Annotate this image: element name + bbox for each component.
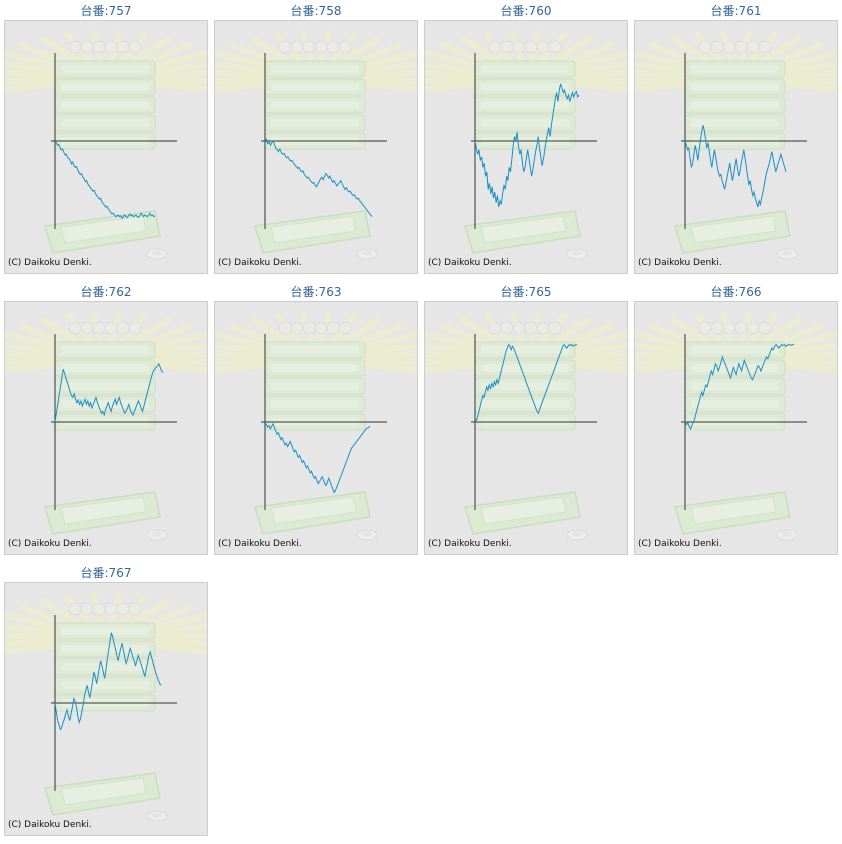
chart-cell: 台番:762 (C) Daikoku Denki.: [4, 281, 208, 557]
copyright-label: (C) Daikoku Denki.: [8, 820, 92, 830]
chart-title[interactable]: 台番:761: [710, 4, 762, 18]
series-line: [264, 138, 373, 218]
chart-panel: (C) Daikoku Denki.: [214, 20, 418, 274]
chart-panel: (C) Daikoku Denki.: [634, 301, 838, 555]
chart-title[interactable]: 台番:765: [500, 285, 552, 299]
chart-title[interactable]: 台番:758: [290, 4, 342, 18]
copyright-label: (C) Daikoku Denki.: [218, 258, 302, 268]
series-line: [264, 421, 371, 494]
series-line: [684, 343, 794, 431]
copyright-label: (C) Daikoku Denki.: [428, 258, 512, 268]
copyright-label: (C) Daikoku Denki.: [218, 539, 302, 549]
series-line: [474, 343, 577, 423]
chart-panel: (C) Daikoku Denki.: [424, 20, 628, 274]
chart-svg: [5, 311, 207, 541]
chart-panel: (C) Daikoku Denki.: [634, 20, 838, 274]
chart-cell: 台番:758 (C) Daikoku Denki.: [214, 0, 418, 276]
slot-machine-watermark: [215, 311, 417, 541]
chart-cell: 台番:757 (C) Daikoku Denki.: [4, 0, 208, 276]
copyright-label: (C) Daikoku Denki.: [428, 539, 512, 549]
slot-machine-watermark: [5, 311, 207, 541]
slot-machine-watermark: [215, 30, 417, 260]
chart-title[interactable]: 台番:767: [80, 566, 132, 580]
slot-machine-watermark: [5, 592, 207, 822]
chart-svg: [425, 311, 627, 541]
chart-cell: 台番:767 (C) Daikoku Denki.: [4, 562, 208, 838]
chart-svg: [635, 30, 837, 260]
slot-machine-watermark: [425, 311, 627, 541]
chart-panel: (C) Daikoku Denki.: [4, 582, 208, 836]
copyright-label: (C) Daikoku Denki.: [8, 258, 92, 268]
chart-panel: (C) Daikoku Denki.: [214, 301, 418, 555]
chart-title[interactable]: 台番:760: [500, 4, 552, 18]
chart-title[interactable]: 台番:766: [710, 285, 762, 299]
series-line: [54, 140, 156, 220]
series-line: [54, 362, 164, 423]
chart-cell: 台番:766 (C) Daikoku Denki.: [634, 281, 838, 557]
chart-panel: (C) Daikoku Denki.: [424, 301, 628, 555]
slot-machine-watermark: [5, 30, 207, 260]
chart-svg: [5, 30, 207, 260]
chart-svg: [215, 311, 417, 541]
copyright-label: (C) Daikoku Denki.: [638, 539, 722, 549]
chart-cell: 台番:761 (C) Daikoku Denki.: [634, 0, 838, 276]
slot-machine-watermark: [635, 30, 837, 260]
chart-svg: [635, 311, 837, 541]
chart-title[interactable]: 台番:757: [80, 4, 132, 18]
chart-cell: 台番:763 (C) Daikoku Denki.: [214, 281, 418, 557]
chart-title[interactable]: 台番:763: [290, 285, 342, 299]
chart-title[interactable]: 台番:762: [80, 285, 132, 299]
chart-svg: [5, 592, 207, 822]
slot-machine-watermark: [635, 311, 837, 541]
series-line: [54, 632, 162, 731]
chart-svg: [425, 30, 627, 260]
series-line: [474, 83, 580, 208]
chart-panel: (C) Daikoku Denki.: [4, 20, 208, 274]
copyright-label: (C) Daikoku Denki.: [638, 258, 722, 268]
chart-svg: [215, 30, 417, 260]
copyright-label: (C) Daikoku Denki.: [8, 539, 92, 549]
chart-panel: (C) Daikoku Denki.: [4, 301, 208, 555]
chart-cell: 台番:760 (C) Daikoku Denki.: [424, 0, 628, 276]
series-line: [684, 125, 787, 208]
chart-cell: 台番:765 (C) Daikoku Denki.: [424, 281, 628, 557]
slot-machine-watermark: [425, 30, 627, 260]
